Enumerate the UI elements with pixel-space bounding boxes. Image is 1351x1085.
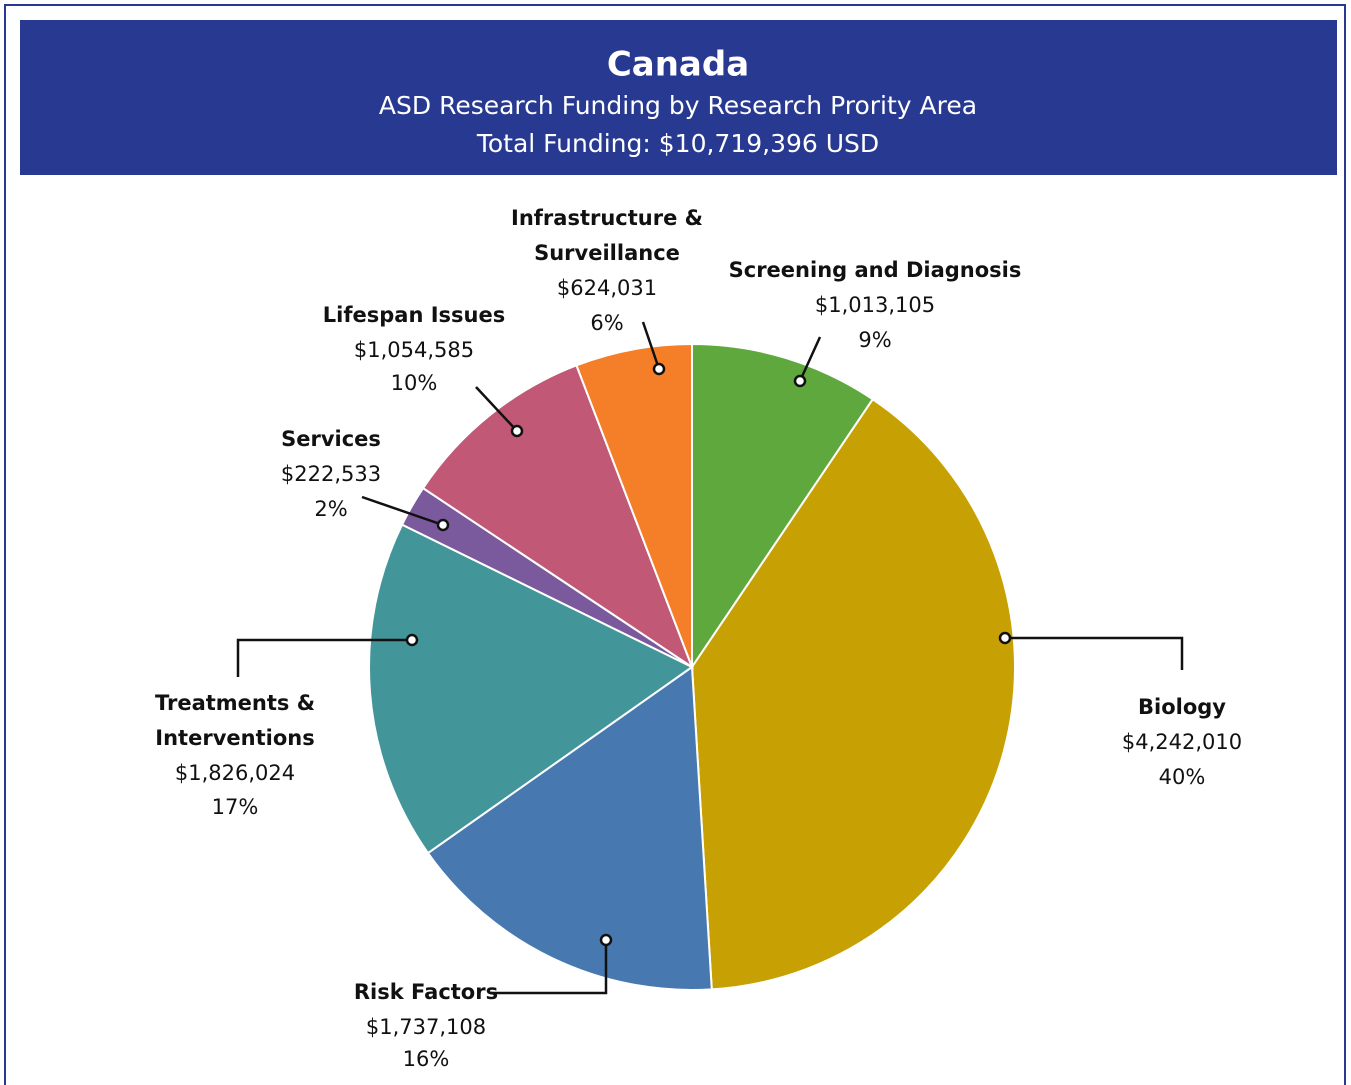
slice-label: Treatments & Interventions — [155, 691, 315, 750]
leader-line — [490, 940, 608, 995]
percent-label: 16% — [403, 1047, 450, 1071]
slice-label: Lifespan Issues — [323, 303, 505, 327]
value-label: $1,737,108 — [366, 1015, 486, 1039]
percent-label: 6% — [590, 311, 623, 335]
percent-label: 40% — [1159, 765, 1206, 789]
pie-slice — [575, 342, 693, 668]
pie-slice — [426, 665, 713, 991]
pie-slice — [421, 364, 695, 670]
value-label: $4,242,010 — [1122, 730, 1242, 754]
value-label: $222,533 — [281, 462, 381, 486]
value-label: $1,054,585 — [354, 338, 474, 362]
chart-subtitle: Total Funding: $10,719,396 USD — [476, 129, 879, 158]
percent-label: 9% — [858, 328, 891, 352]
leader-line — [361, 495, 444, 527]
leader-line — [798, 336, 822, 382]
value-label: $624,031 — [557, 276, 657, 300]
leader-line — [1005, 636, 1184, 670]
leader-line — [475, 386, 518, 432]
leader-line — [236, 638, 412, 677]
percent-label: 17% — [212, 795, 259, 819]
chart-title: Canada — [607, 45, 749, 85]
value-label: $1,013,105 — [815, 293, 935, 317]
slice-label: Biology — [1138, 695, 1226, 719]
percent-label: 10% — [391, 371, 438, 395]
slice-label: Risk Factors — [354, 980, 498, 1004]
chart-subtitle: ASD Research Funding by Research Prority… — [379, 91, 977, 120]
slice-label: Screening and Diagnosis — [729, 258, 1022, 282]
leader-dot — [998, 631, 1012, 645]
value-label: $1,826,024 — [175, 761, 295, 785]
slice-label: Infrastructure & Surveillance — [511, 206, 703, 265]
pie-slice — [368, 523, 694, 855]
leader-line — [641, 321, 661, 370]
pie-slice — [691, 342, 875, 671]
slice-label: Services — [281, 427, 381, 451]
pie-slice — [690, 397, 1016, 991]
percent-label: 2% — [314, 497, 347, 521]
leader-dot — [652, 362, 666, 376]
leader-dot — [793, 374, 807, 388]
header — [20, 20, 1337, 175]
leader-dot — [436, 518, 450, 532]
leader-dot — [599, 933, 613, 947]
leader-dot — [405, 633, 419, 647]
frame — [4, 4, 1346, 1085]
leader-dot — [510, 424, 524, 438]
